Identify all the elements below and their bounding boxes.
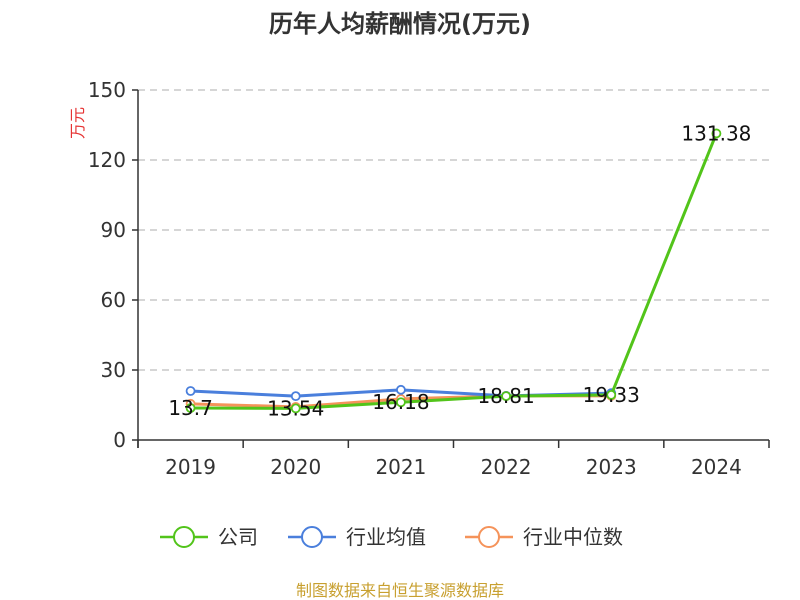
- y-tick-label: 60: [101, 288, 126, 312]
- legend-label: 公司: [218, 525, 258, 549]
- y-tick-label: 90: [101, 218, 126, 242]
- axes: 0 30 60 90 120 150 2019 2020 2021 2022 2023 2024: [88, 78, 770, 479]
- data-label: 18.81: [477, 384, 534, 408]
- y-tick-label: 150: [88, 78, 126, 102]
- data-label: 13.7: [168, 396, 213, 420]
- legend[interactable]: 公司 行业均值 行业中位数: [160, 525, 623, 549]
- data-point: [396, 397, 406, 408]
- series-lines: [185, 128, 722, 414]
- y-axis-unit-label: 万元: [68, 107, 87, 139]
- data-label: 16.18: [372, 390, 429, 414]
- legend-item[interactable]: 行业均值: [288, 525, 426, 549]
- legend-label: 行业中位数: [523, 525, 623, 549]
- y-tick-label: 120: [88, 148, 126, 172]
- data-label: 131.38: [681, 121, 751, 145]
- legend-label: 行业均值: [346, 525, 426, 549]
- chart-title: 历年人均薪酬情况(万元): [269, 10, 531, 38]
- legend-item[interactable]: 行业中位数: [465, 525, 623, 549]
- data-point: [711, 128, 722, 139]
- y-tick-label: 0: [113, 428, 126, 452]
- source-note: 制图数据来自恒生聚源数据库: [296, 581, 504, 600]
- series-line: [190, 132, 718, 410]
- data-label: 13.54: [267, 396, 324, 420]
- data-point: [185, 403, 196, 413]
- x-tick-label: 2020: [270, 455, 321, 479]
- x-tick-label: 2019: [165, 455, 216, 479]
- legend-marker: [478, 526, 500, 548]
- x-tick-label: 2024: [691, 455, 742, 479]
- gridlines: [138, 89, 769, 371]
- data-point: [396, 384, 406, 395]
- data-label: 19.33: [583, 383, 640, 407]
- legend-marker: [173, 526, 195, 548]
- data-labels: 13.7 13.54 16.18 18.81 19.33 131.38: [168, 121, 751, 420]
- data-point: [290, 403, 301, 414]
- data-point: [185, 386, 196, 396]
- legend-item[interactable]: 公司: [160, 525, 258, 549]
- x-tick-label: 2023: [586, 455, 637, 479]
- data-point: [501, 391, 511, 402]
- x-tick-label: 2022: [481, 455, 532, 479]
- data-point: [606, 389, 617, 400]
- data-point: [290, 391, 301, 402]
- y-tick-label: 30: [101, 358, 126, 382]
- legend-marker: [301, 526, 323, 548]
- x-tick-label: 2021: [375, 455, 426, 479]
